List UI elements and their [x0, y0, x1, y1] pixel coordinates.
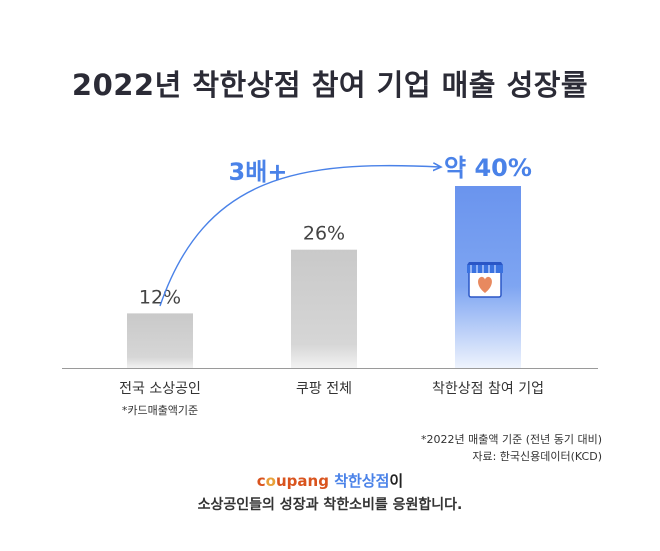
footnote-basis: *2022년 매출액 기준 (전년 동기 대비) — [421, 433, 602, 446]
value-label: 12% — [139, 286, 181, 308]
growth-arrow — [159, 166, 440, 307]
heart-storefront-icon — [467, 262, 503, 298]
growth-annotation: 3배+ — [229, 158, 288, 186]
brand-particle: 이 — [389, 472, 404, 490]
bar — [127, 313, 193, 368]
campaign-name: 착한상점 — [334, 472, 390, 490]
tagline: 소상공인들의 성장과 착한소비를 응원합니다. — [197, 497, 463, 513]
category-note: *카드매출액기준 — [121, 404, 199, 417]
category-label: 착한상점 참여 기업 — [432, 381, 544, 397]
footnote-source: 자료: 한국신용데이터(KCD) — [472, 450, 602, 463]
brand-line: coupang 착한상점이 — [0, 470, 660, 491]
category-label: 쿠팡 전체 — [296, 381, 352, 397]
value-label: 약 40% — [444, 154, 532, 182]
bar — [291, 249, 357, 368]
coupang-logo: coupang — [256, 472, 329, 490]
value-label: 26% — [303, 223, 345, 245]
category-label: 전국 소상공인 — [119, 381, 201, 397]
chart-title: 2022년 착한상점 참여 기업 매출 성장률 — [71, 68, 589, 102]
